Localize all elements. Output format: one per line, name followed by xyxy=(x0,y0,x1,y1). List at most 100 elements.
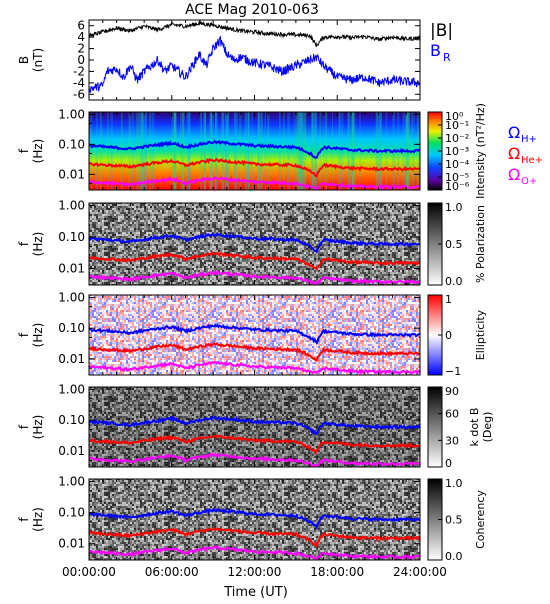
intensity-streak xyxy=(141,112,144,190)
intensity-streak xyxy=(203,112,206,190)
colorbar-tick-label: 0 xyxy=(445,329,452,342)
gyro-line-o xyxy=(88,360,421,375)
intensity-streak xyxy=(151,112,155,190)
intensity-streak xyxy=(326,112,328,190)
intensity-streak xyxy=(338,112,341,190)
colorbar-label: Ellipticity xyxy=(474,309,487,360)
intensity-streak xyxy=(181,112,185,190)
y-tick-label: 0.01 xyxy=(58,352,85,366)
intensity-streak xyxy=(200,112,203,190)
gyro-legend-omega: Ω xyxy=(508,144,520,163)
intensity-streak xyxy=(138,112,142,190)
intensity-streak xyxy=(132,112,135,190)
y-tick-label: -2 xyxy=(73,64,85,78)
intensity-streak xyxy=(226,112,230,190)
y-axis-label-main: B xyxy=(17,56,31,64)
ellipticity-colorbar: 1 0 −1 Ellipticity xyxy=(427,293,487,378)
y-tick-label: 1.00 xyxy=(58,198,85,212)
y-tick-label: 4 xyxy=(77,30,85,44)
x-tick-label: 06:00:00 xyxy=(145,565,199,579)
intensity-streak xyxy=(247,112,250,190)
intensity-streak xyxy=(234,112,237,190)
intensity-streak xyxy=(212,112,214,190)
intensity-streak xyxy=(239,112,242,190)
y-tick-label: 2 xyxy=(77,42,85,56)
intensity-streak xyxy=(279,112,281,190)
intensity-streak xyxy=(322,112,324,190)
intensity-streak xyxy=(226,112,229,190)
intensity-streak xyxy=(204,112,206,190)
intensity-streak xyxy=(236,112,238,190)
colorbar-tick-label: 60 xyxy=(445,408,459,421)
y-axis-label-main: f xyxy=(17,241,31,246)
y-axis-label-unit: (Hz) xyxy=(31,415,45,440)
colorbar-tick-label: 10⁻⁴ xyxy=(445,158,470,171)
y-tick-label: 0.01 xyxy=(58,537,85,551)
kdotb-colorbar: 90 60 30 0 k dot B (Deg) xyxy=(427,385,494,470)
y-axis-label-main: f xyxy=(17,424,31,429)
intensity-streak xyxy=(244,112,247,190)
x-axis-label: Time (UT) xyxy=(223,585,288,600)
intensity-streak xyxy=(298,112,301,190)
intensity-streak xyxy=(315,112,317,190)
panel-kdotb: 1.00 0.10 0.01 f (Hz) 90 60 30 0 k dot B (Deg) xyxy=(17,382,494,470)
intensity-streak xyxy=(107,112,109,190)
intensity-streak xyxy=(187,112,191,190)
panel-ellipticity: 1.00 0.10 0.01 f (Hz) 1 0 −1 Ellipticity xyxy=(17,290,487,378)
gyro-line-he xyxy=(88,434,421,455)
y-tick-label: 0.10 xyxy=(58,230,85,244)
series-b-magnitude-line xyxy=(88,19,421,48)
y-axis-label-unit: (Hz) xyxy=(31,507,45,532)
intensity-streak xyxy=(148,112,152,190)
intensity-streak xyxy=(298,112,301,190)
intensity-streak xyxy=(181,112,185,190)
intensity-streak xyxy=(141,112,144,190)
y-axis-label-unit: (Hz) xyxy=(31,139,45,164)
intensity-streak xyxy=(338,112,341,190)
coherency-colorbar: 1.0 0.5 0.0 Coherency xyxy=(427,477,487,563)
panel-polarization: 1.00 0.10 0.01 f (Hz) 1.0 0.5 0.0 % Polarization xyxy=(17,198,487,288)
intensity-streak xyxy=(128,112,132,190)
panel-intensity: 1.00 0.10 0.01 f (Hz) 10⁰10⁻¹10⁻²10⁻³10⁻⁴10⁻⁵… xyxy=(17,103,543,199)
x-tick-label: 00:00:00 xyxy=(62,565,116,579)
gyro-line-o xyxy=(88,452,421,468)
gyro-legend-omega: Ω xyxy=(508,165,520,184)
intensity-streak xyxy=(247,112,250,190)
intensity-streak xyxy=(251,112,253,190)
gyro-legend-sub: O+ xyxy=(521,176,537,187)
intensity-streak xyxy=(331,112,334,190)
y-axis-label-main: f xyxy=(17,332,31,337)
intensity-streak xyxy=(295,112,298,190)
intensity-streak xyxy=(173,112,176,190)
y-tick-label: 1.00 xyxy=(58,107,85,121)
intensity-streak xyxy=(287,112,291,190)
intensity-streak xyxy=(179,112,182,190)
intensity-streak xyxy=(135,112,139,190)
y-tick-label: 0.01 xyxy=(58,262,85,276)
intensity-streak xyxy=(144,112,147,190)
intensity-streak xyxy=(264,112,267,190)
intensity-streak xyxy=(301,112,303,190)
intensity-streak xyxy=(300,112,303,190)
colorbar-tick-label: 0.0 xyxy=(445,275,463,288)
gyro-line-he xyxy=(88,157,421,178)
intensity-streak xyxy=(209,112,213,190)
intensity-streak xyxy=(203,112,207,190)
y-axis-label-main: f xyxy=(17,517,31,522)
intensity-streak xyxy=(245,112,247,190)
colorbar-tick-label: 0.5 xyxy=(445,514,463,527)
intensity-streak xyxy=(225,112,228,190)
y-tick-label: 0.10 xyxy=(58,321,85,335)
legend-br-main: B xyxy=(430,41,441,60)
colorbar-tick-label: 0 xyxy=(445,457,452,470)
intensity-streak xyxy=(199,112,202,190)
colorbar-tick-label: 1.0 xyxy=(445,477,463,490)
y-axis-label-unit: (nT) xyxy=(31,48,45,72)
intensity-streak xyxy=(209,112,213,190)
colorbar-tick-label: 1.0 xyxy=(445,201,463,214)
colorbar-tick-label: 0.5 xyxy=(445,238,463,251)
intensity-streak xyxy=(260,112,262,190)
intensity-streak xyxy=(145,112,148,190)
